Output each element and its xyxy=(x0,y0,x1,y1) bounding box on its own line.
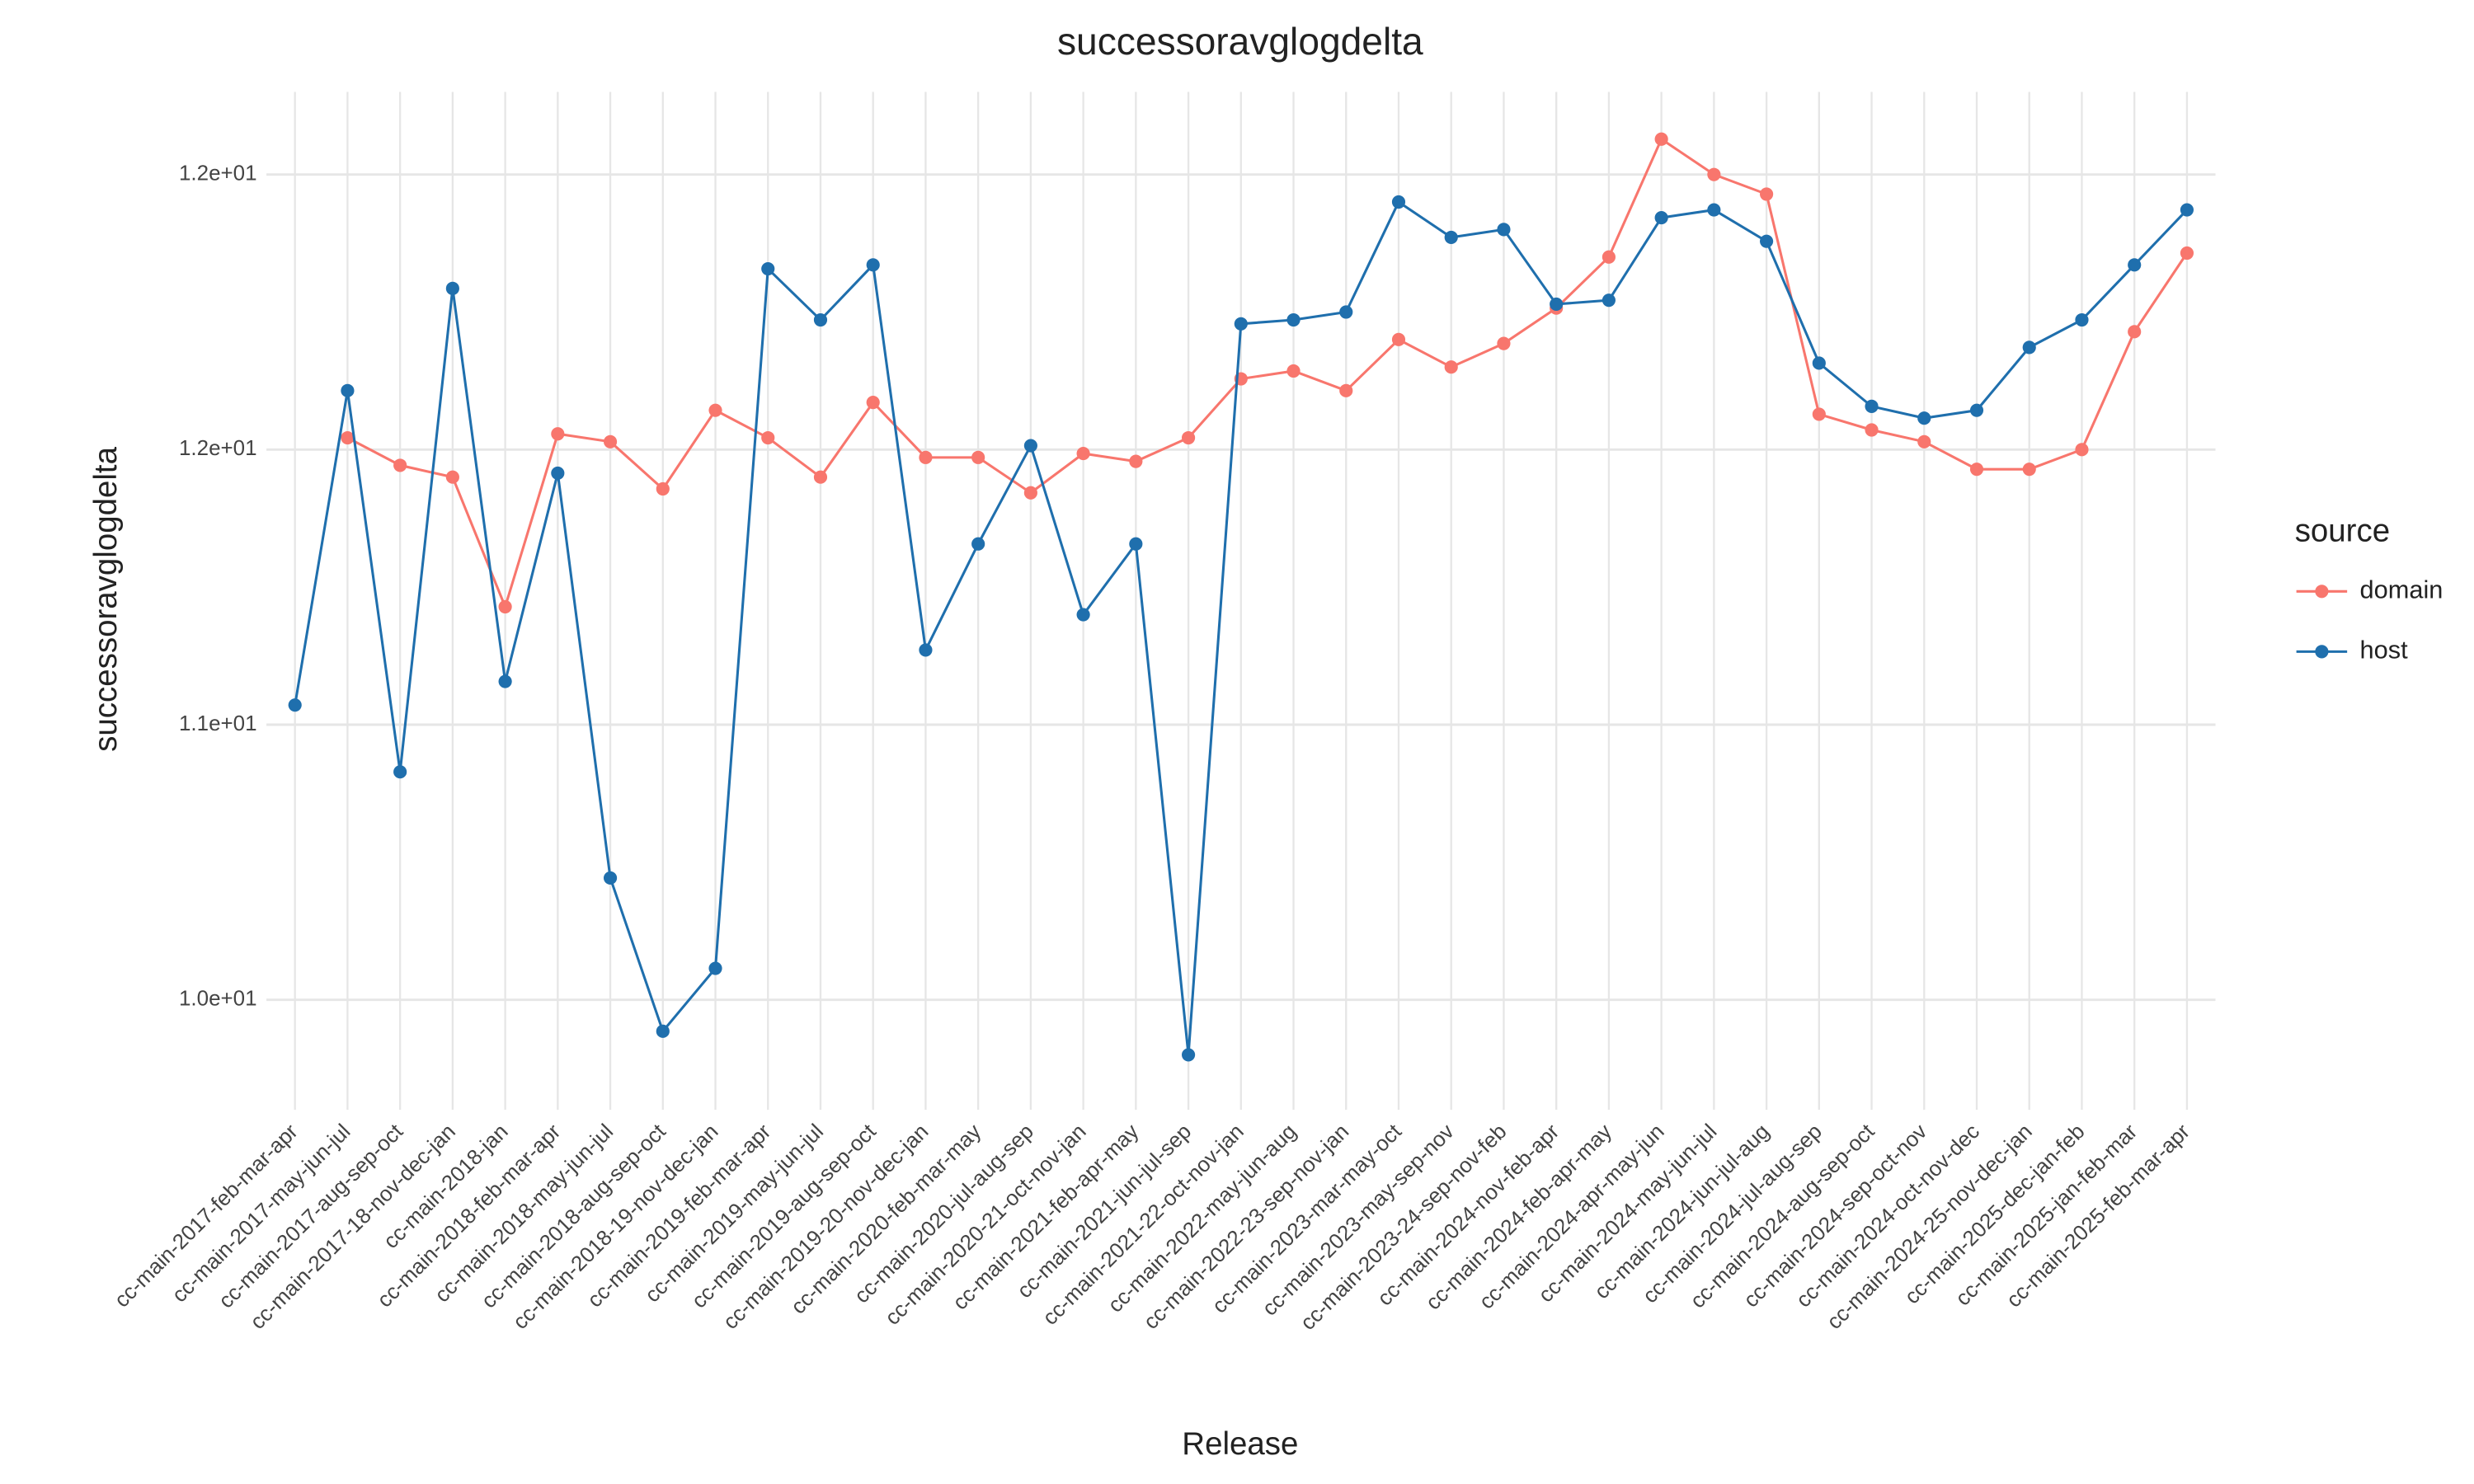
data-point xyxy=(445,470,459,484)
data-point xyxy=(1917,434,1931,448)
data-point xyxy=(2128,258,2142,272)
y-axis-title: successoravglogdelta xyxy=(88,446,124,751)
legend-marker xyxy=(2315,585,2329,599)
data-point xyxy=(971,537,985,551)
data-point xyxy=(1391,332,1406,346)
data-point xyxy=(1812,356,1826,370)
data-point xyxy=(1969,463,1984,477)
data-point xyxy=(708,961,722,975)
data-point xyxy=(1602,294,1616,308)
data-point xyxy=(1234,317,1248,331)
data-point xyxy=(551,466,565,481)
data-point xyxy=(2075,443,2089,457)
y-tick-label: 1.2e+01 xyxy=(179,161,257,186)
data-point xyxy=(1076,608,1090,622)
data-point xyxy=(1339,383,1353,397)
data-point xyxy=(656,1024,670,1038)
data-point xyxy=(1444,230,1458,244)
data-point xyxy=(1076,447,1090,461)
data-point xyxy=(1707,203,1721,217)
data-point xyxy=(1917,411,1931,425)
data-point xyxy=(498,674,512,688)
data-point xyxy=(1129,454,1143,468)
data-point xyxy=(603,434,618,448)
data-point xyxy=(1497,336,1511,350)
data-point xyxy=(1550,297,1564,312)
data-point xyxy=(813,312,828,327)
data-point xyxy=(2180,203,2194,217)
y-tick-label: 1.2e+01 xyxy=(179,435,257,460)
data-point xyxy=(2128,325,2142,339)
data-point xyxy=(288,698,302,712)
data-point xyxy=(2022,463,2036,477)
legend-label: host xyxy=(2360,636,2409,665)
data-point xyxy=(761,261,775,276)
data-point xyxy=(866,396,880,410)
chart-title: successoravglogdelta xyxy=(1057,20,1423,63)
series-line xyxy=(346,137,2189,611)
data-point xyxy=(1497,223,1511,237)
data-point xyxy=(1602,250,1616,264)
x-axis-title: Release xyxy=(1182,1426,1298,1462)
data-point xyxy=(1865,399,1879,413)
data-point xyxy=(1654,211,1668,225)
data-point xyxy=(1444,360,1458,374)
data-point xyxy=(1760,187,1774,201)
data-point xyxy=(919,450,933,464)
data-point xyxy=(866,258,880,272)
data-point xyxy=(1865,423,1879,437)
data-point xyxy=(1707,167,1721,181)
data-point xyxy=(656,481,670,496)
data-point xyxy=(1129,537,1143,551)
legend-label: domain xyxy=(2360,575,2443,603)
data-point xyxy=(393,458,407,472)
data-point xyxy=(1812,407,1826,421)
y-tick-label: 1.0e+01 xyxy=(179,986,257,1011)
data-point xyxy=(1286,364,1300,378)
data-point xyxy=(1023,439,1037,453)
data-point xyxy=(2022,340,2036,355)
data-point xyxy=(2075,312,2089,327)
data-point xyxy=(1286,312,1300,327)
data-point xyxy=(813,470,828,484)
data-point xyxy=(393,765,407,779)
data-point xyxy=(1654,132,1668,146)
data-point xyxy=(1760,234,1774,248)
data-point xyxy=(919,643,933,657)
legend-marker xyxy=(2315,645,2329,659)
data-point xyxy=(761,430,775,445)
y-tick-label: 1.1e+01 xyxy=(179,711,257,735)
data-point xyxy=(1339,305,1353,319)
data-point xyxy=(971,450,985,464)
data-point xyxy=(1182,430,1196,445)
data-point xyxy=(551,427,565,441)
data-point xyxy=(1023,486,1037,500)
data-point xyxy=(1391,195,1406,209)
data-point xyxy=(341,383,355,397)
data-point xyxy=(603,871,618,885)
data-point xyxy=(2180,246,2194,261)
data-point xyxy=(445,281,459,295)
data-point xyxy=(1969,403,1984,417)
data-point xyxy=(1182,1048,1196,1062)
data-point xyxy=(498,599,512,614)
legend-title: source xyxy=(2295,513,2390,548)
data-point xyxy=(708,403,722,417)
data-point xyxy=(341,430,355,445)
